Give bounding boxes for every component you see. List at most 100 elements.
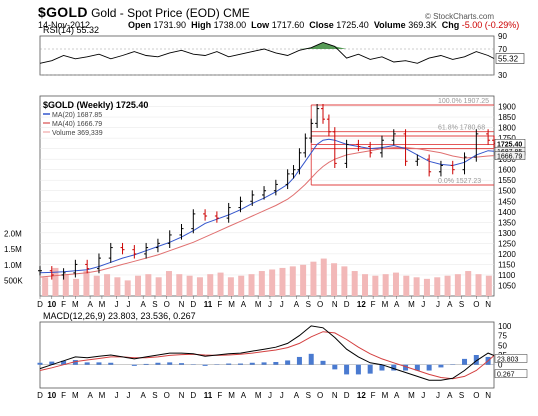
macd-histogram-bar xyxy=(143,363,149,365)
macd-x-tick-label: J xyxy=(268,391,272,400)
volume-bar xyxy=(279,267,286,296)
volume-bar xyxy=(217,272,224,296)
ohlc-summary: Open 1731.90 High 1738.00 Low 1717.60 Cl… xyxy=(128,20,519,30)
rsi-line xyxy=(39,42,495,64)
volume-bar xyxy=(73,278,80,296)
chg-label: Chg xyxy=(441,20,460,30)
macd-histogram-bar xyxy=(249,362,255,365)
volume-bar xyxy=(207,274,214,296)
fib-level-label: 61.8% 1780.68 xyxy=(438,125,485,132)
macd-panel: MACD(12,26,9) 23.803, 23.536, 0.26710075… xyxy=(37,311,528,400)
macd-x-tick-label: J xyxy=(421,391,425,400)
volume-bar xyxy=(300,264,307,296)
volume-tick-label: 500K xyxy=(4,276,23,285)
macd-x-tick-label: M xyxy=(99,391,106,400)
macd-histogram-bar xyxy=(179,363,185,365)
macd-histogram-bar xyxy=(308,353,314,365)
price-tick-label: 1200 xyxy=(498,250,516,259)
x-tick-label: A xyxy=(294,300,300,309)
macd-histogram-bar xyxy=(155,362,161,365)
last-price-tag: 1666.79 xyxy=(497,154,522,161)
volume-bar xyxy=(444,275,451,296)
macd-x-tick-label: D xyxy=(190,391,196,400)
macd-histogram-bar xyxy=(473,355,479,365)
macd-x-tick-label: J xyxy=(126,391,130,400)
x-tick-label: A xyxy=(241,300,247,309)
macd-histogram-bar xyxy=(332,364,338,370)
x-tick-label: S xyxy=(306,300,311,309)
macd-x-tick-label: A xyxy=(87,391,93,400)
price-tick-label: 1600 xyxy=(498,166,516,175)
volume-tick-label: 1.0M xyxy=(4,261,22,270)
macd-tick-label: 0 xyxy=(498,361,503,370)
price-tick-label: 1750 xyxy=(498,134,516,143)
x-tick-label: M xyxy=(255,300,262,309)
volume-bar xyxy=(124,280,131,296)
x-tick-label: N xyxy=(332,300,338,309)
price-tick-label: 1550 xyxy=(498,176,516,185)
volume-bar xyxy=(83,271,90,296)
price-tick-label: 1150 xyxy=(498,260,516,269)
volume-value: 369.3K xyxy=(408,20,437,30)
rsi-overbought-fill xyxy=(40,42,494,49)
x-tick-label: O xyxy=(473,300,479,309)
macd-x-tick-label: A xyxy=(141,391,147,400)
high-label: High xyxy=(191,20,212,30)
x-tick-label: D xyxy=(37,300,43,309)
legend-entry: $GOLD (Weekly) 1725.40 xyxy=(43,100,148,110)
rsi-tick-label: 55.32 xyxy=(498,55,519,64)
volume-bar xyxy=(320,258,327,296)
macd-histogram-bar xyxy=(426,364,432,371)
volume-label: Volume xyxy=(373,20,406,30)
x-tick-label: N xyxy=(179,300,185,309)
price-tick-label: 1850 xyxy=(498,113,516,122)
volume-bar xyxy=(196,277,203,296)
ma40-line xyxy=(39,147,495,278)
volume-bar xyxy=(392,272,399,296)
macd-x-tick-label: J xyxy=(115,391,119,400)
volume-bar xyxy=(42,277,49,296)
macd-x-tick-label: F xyxy=(217,391,222,400)
chart-date: 14-Nov-2012 xyxy=(38,20,91,30)
rsi-tick-label: 70 xyxy=(498,45,507,54)
macd-x-tick-label: J xyxy=(280,391,284,400)
x-tick-label: J xyxy=(421,300,425,309)
x-tick-label: A xyxy=(394,300,400,309)
macd-x-tick-label: 11 xyxy=(204,391,213,400)
fib-level-label: 0.0% 1527.23 xyxy=(438,178,481,185)
price-frame xyxy=(39,95,495,297)
x-tick-label: O xyxy=(164,300,170,309)
macd-line xyxy=(39,325,495,381)
macd-x-tick-label: A xyxy=(241,391,247,400)
volume-bar xyxy=(310,261,317,296)
volume-bar xyxy=(62,274,69,296)
price-tick-label: 1800 xyxy=(498,124,516,133)
volume-tick-label: 1.5M xyxy=(4,245,22,254)
legend-entry: Volume 369,339 xyxy=(52,130,103,137)
macd-last-tag-box xyxy=(494,369,528,378)
volume-bar xyxy=(145,274,152,296)
legend-entry: MA(20) 1687.85 xyxy=(52,112,102,119)
price-tick-label: 1450 xyxy=(498,197,516,206)
macd-histogram-bar xyxy=(367,364,373,374)
chart-title: $GOLD Gold - Spot Price (EOD) CME xyxy=(38,4,250,20)
price-tick-label: 1500 xyxy=(498,187,516,196)
price-tick-label: 1300 xyxy=(498,229,516,238)
x-tick-label: J xyxy=(436,300,440,309)
x-tick-label: F xyxy=(371,300,376,309)
macd-x-tick-label: N xyxy=(332,391,338,400)
macd-x-tick-label: O xyxy=(164,391,170,400)
volume-bar xyxy=(114,277,121,296)
x-tick-label: M xyxy=(382,300,389,309)
x-tick-label: 10 xyxy=(47,300,56,309)
x-tick-label: O xyxy=(317,300,323,309)
close-label: Close xyxy=(309,20,334,30)
macd-histogram-bar xyxy=(355,364,361,375)
macd-x-tick-label: S xyxy=(152,391,157,400)
volume-bar xyxy=(176,274,183,296)
macd-last-tag: 23.803 xyxy=(497,356,519,363)
macd-x-tick-label: N xyxy=(485,391,491,400)
x-tick-label: J xyxy=(126,300,130,309)
volume-bar xyxy=(155,277,162,296)
